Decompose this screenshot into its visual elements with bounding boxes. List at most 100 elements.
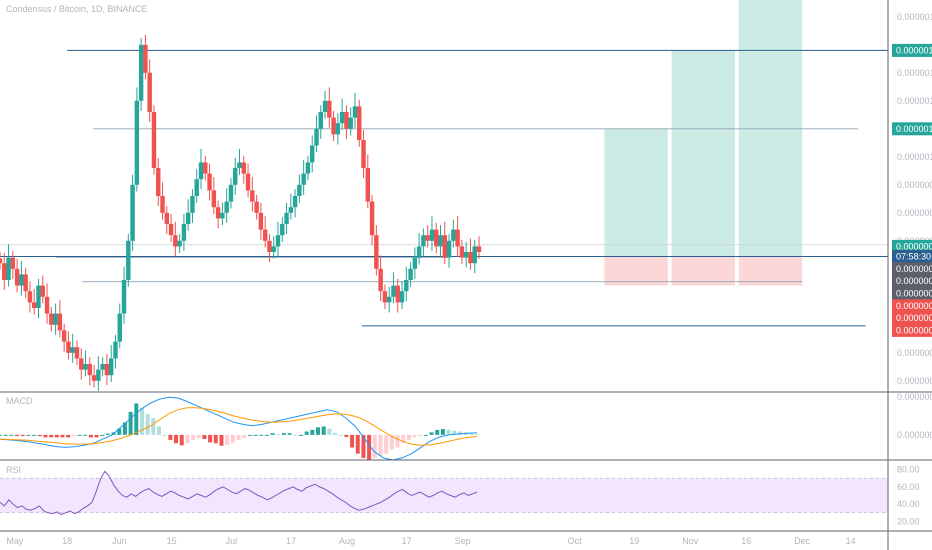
candle-body — [395, 285, 400, 303]
candle-body — [258, 212, 264, 230]
candle-body — [207, 173, 212, 191]
candle-body — [10, 257, 16, 269]
time-tick-label: Jul — [226, 536, 238, 546]
price-tick-label: 0.00000090 — [897, 208, 932, 218]
macd-histogram-bar — [475, 434, 479, 436]
macd-line — [0, 396, 478, 461]
rsi-tick-label: 60.00 — [897, 482, 920, 492]
macd-histogram-bar — [134, 403, 139, 435]
candle-body — [421, 235, 426, 247]
candle-body — [468, 252, 473, 264]
macd-histogram-bar — [54, 434, 59, 438]
rsi-pane[interactable] — [0, 470, 888, 516]
candle-body — [160, 196, 165, 213]
candle-body — [121, 280, 127, 314]
macd-histogram-bar — [157, 426, 161, 435]
candle-body — [220, 212, 225, 219]
candle-body — [156, 168, 161, 196]
stop-zone — [604, 256, 668, 286]
time-tick-label: Sep — [455, 536, 471, 546]
macd-histogram-bar — [264, 434, 269, 436]
candle-body — [147, 72, 152, 112]
macd-histogram-bar — [43, 434, 48, 438]
macd-tick-label: 0.00000005 — [897, 392, 932, 402]
macd-histogram-bar — [293, 434, 298, 436]
time-tick-label: 17 — [286, 536, 296, 546]
candle-body — [327, 100, 332, 118]
macd-histogram-bar — [412, 434, 417, 438]
macd-histogram-bar — [71, 434, 76, 437]
price-tag-label: 0.00000084 — [896, 241, 932, 251]
macd-histogram-bar — [225, 434, 230, 445]
candle-body — [130, 184, 135, 241]
price-tick-label: 0.00000065 — [897, 348, 932, 358]
macd-histogram-bar — [83, 434, 88, 436]
price-tag-label: 0.00000082 — [896, 288, 932, 298]
macd-pane[interactable] — [0, 396, 479, 461]
time-tick-label: Jun — [112, 536, 127, 546]
candle-body — [117, 313, 122, 342]
price-pane[interactable] — [0, 0, 888, 391]
candle-body — [292, 196, 298, 208]
candle-body — [352, 106, 358, 118]
price-tag-label: 0.00000076 — [896, 325, 932, 335]
macd-label: MACD — [6, 396, 33, 406]
macd-histogram-bar — [276, 434, 281, 436]
macd-histogram-bar — [378, 434, 383, 456]
candle-body — [6, 257, 11, 280]
price-tag-label: 0.00000082 — [896, 276, 932, 286]
rsi-tick-label: 40.00 — [897, 499, 920, 509]
price-tag — [892, 43, 932, 57]
price-tick-label: 0.00000095 — [897, 180, 932, 190]
macd-histogram-bar — [60, 434, 65, 438]
candle-body — [297, 184, 302, 196]
macd-histogram-bar — [37, 434, 42, 437]
candle-body — [164, 212, 170, 224]
macd-histogram-bar — [128, 411, 133, 435]
rsi-tick-label: 80.00 — [897, 465, 920, 475]
candle-body — [434, 229, 439, 247]
macd-histogram-bar — [88, 434, 93, 438]
macd-histogram-bar — [304, 431, 309, 435]
price-tag-label: 0.00000105 — [896, 124, 932, 134]
candle-body — [203, 162, 208, 174]
macd-histogram-bar — [457, 431, 462, 435]
macd-histogram-bar — [452, 430, 457, 435]
candle-body — [151, 112, 157, 168]
candle-body — [138, 44, 144, 101]
candle-body — [476, 246, 482, 252]
macd-histogram-bar — [344, 434, 349, 437]
macd-histogram-bar — [219, 434, 224, 446]
candle-body — [357, 106, 362, 140]
macd-histogram-bar — [423, 434, 428, 436]
macd-histogram-bar — [196, 434, 201, 439]
candle-body — [305, 162, 311, 174]
macd-histogram-bar — [389, 434, 394, 450]
candle-body — [70, 347, 75, 353]
price-tag-label: 0.00000076 — [896, 301, 932, 311]
candle-body — [237, 162, 242, 168]
candle-body — [369, 201, 375, 236]
price-tick-label: 0.00000125 — [897, 12, 932, 22]
macd-histogram-bar — [151, 418, 156, 435]
macd-histogram-bar — [191, 434, 196, 440]
price-tag-label: 0.00000076 — [896, 313, 932, 323]
candle-body — [275, 235, 281, 247]
candle-body — [331, 117, 336, 135]
macd-histogram-bar — [446, 429, 451, 435]
candle-body — [318, 112, 323, 129]
macd-histogram-bar — [168, 434, 173, 440]
candle-body — [472, 246, 477, 264]
candle-body — [181, 224, 187, 241]
macd-histogram-bar — [105, 433, 110, 435]
candle-body — [267, 240, 272, 252]
macd-histogram-bar — [287, 433, 292, 435]
macd-histogram-bar — [139, 407, 144, 435]
candle-body — [429, 229, 435, 241]
candle-body — [215, 207, 221, 219]
candle-body — [66, 341, 71, 353]
target-zone — [738, 0, 803, 257]
candle-body — [198, 162, 204, 180]
price-tag — [892, 274, 932, 288]
